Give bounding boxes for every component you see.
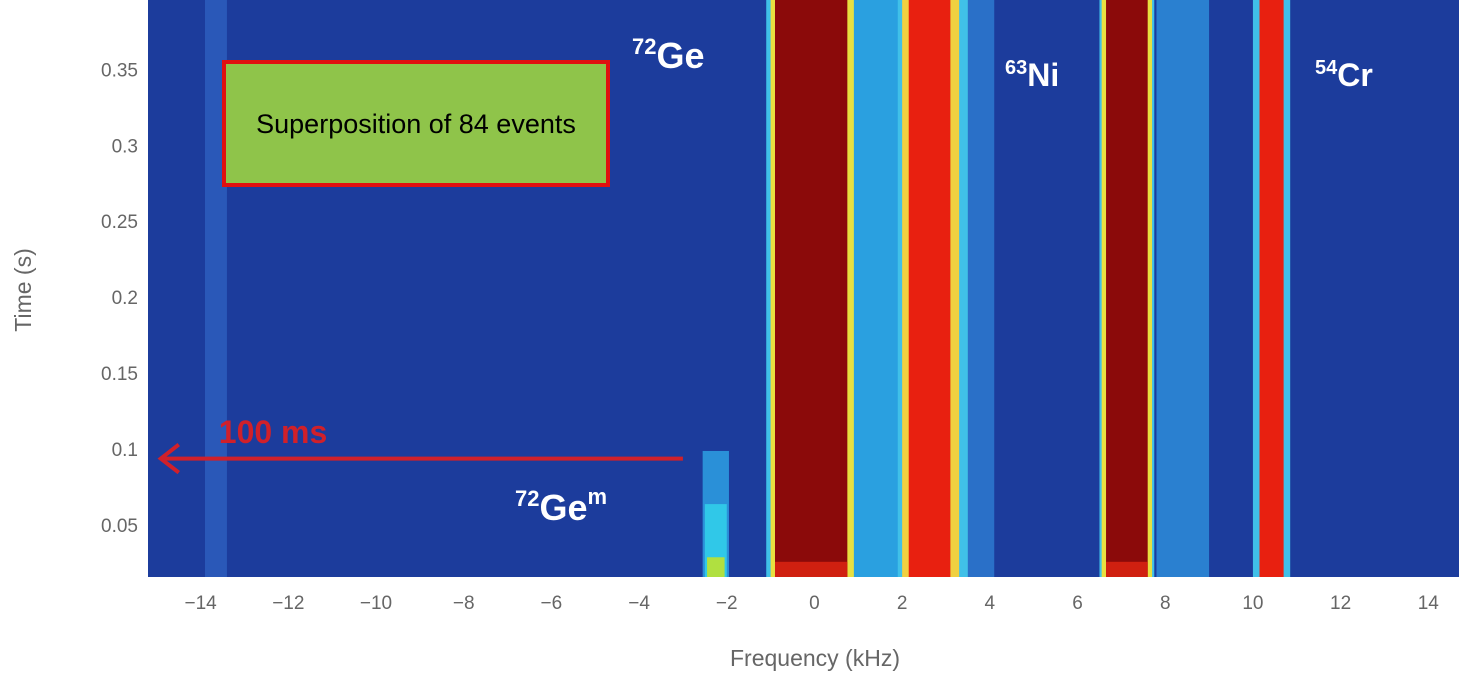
x-tick-label: 4 xyxy=(985,593,996,614)
mass-number: 54 xyxy=(1315,57,1338,79)
element-symbol: Ge xyxy=(656,35,704,76)
spectral-band xyxy=(205,0,227,577)
spectral-band xyxy=(853,0,903,577)
spectral-band xyxy=(967,0,995,577)
spectral-band xyxy=(1106,0,1148,577)
x-tick-label: 14 xyxy=(1418,593,1440,614)
x-tick-label: 8 xyxy=(1160,593,1171,614)
x-tick-label: −12 xyxy=(272,593,304,614)
y-tick-label: 0.3 xyxy=(112,136,138,157)
spectral-band xyxy=(1259,0,1284,577)
isotope-label: 63Ni xyxy=(1005,57,1059,93)
x-tick-label: 10 xyxy=(1242,593,1263,614)
x-tick-label: −6 xyxy=(541,593,563,614)
bands xyxy=(205,0,1291,577)
spectral-band xyxy=(1106,561,1148,577)
y-tick-label: 0.1 xyxy=(112,440,138,461)
x-tick-label: −8 xyxy=(453,593,475,614)
y-axis-title: Time (s) xyxy=(10,248,36,331)
isomer-state: m xyxy=(588,484,608,509)
isotope-label: 54Cr xyxy=(1315,57,1373,93)
x-tick-label: 0 xyxy=(809,593,820,614)
x-tick-label: −10 xyxy=(360,593,392,614)
mass-number: 72 xyxy=(632,34,656,59)
isotope-label: 72Gem xyxy=(515,484,607,528)
spectral-band xyxy=(908,0,951,577)
mass-number: 63 xyxy=(1005,57,1027,79)
x-tick-label: −2 xyxy=(716,593,738,614)
x-tick-label: −4 xyxy=(628,593,650,614)
y-tick-label: 0.05 xyxy=(101,516,138,537)
element-symbol: Ni xyxy=(1027,57,1059,93)
y-tick-label: 0.25 xyxy=(101,212,138,233)
isotope-label: 72Ge xyxy=(632,34,705,76)
spectral-band xyxy=(1156,0,1210,577)
spectral-band xyxy=(707,557,725,577)
spectral-band xyxy=(775,561,848,577)
mass-number: 72 xyxy=(515,486,539,511)
y-tick-label: 0.35 xyxy=(101,60,138,81)
spectral-band xyxy=(775,0,848,577)
x-tick-label: −14 xyxy=(184,593,217,614)
element-symbol: Cr xyxy=(1337,57,1373,93)
x-axis-title: Frequency (kHz) xyxy=(730,645,900,671)
arrow-head xyxy=(157,442,180,475)
x-tick-label: 2 xyxy=(897,593,908,614)
note-box: Superposition of 84 events xyxy=(222,60,610,187)
x-tick-label: 12 xyxy=(1330,593,1351,614)
arrow-label: 100 ms xyxy=(219,414,328,450)
x-tick-label: 6 xyxy=(1072,593,1083,614)
element-symbol: Ge xyxy=(539,487,587,528)
y-tick-label: 0.15 xyxy=(101,364,138,385)
y-tick-label: 0.2 xyxy=(112,288,138,309)
